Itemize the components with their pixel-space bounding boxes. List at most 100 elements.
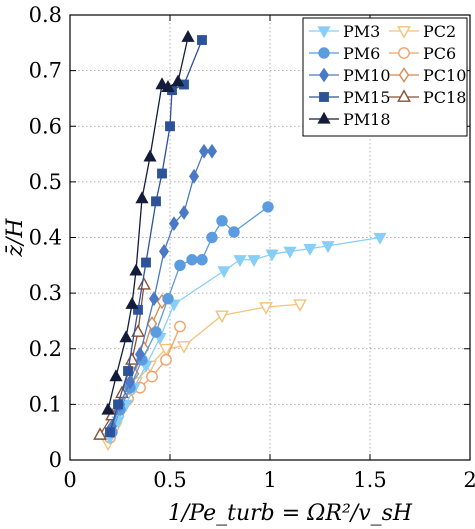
legend-label: PC2	[423, 22, 456, 41]
data-point	[151, 196, 161, 207]
data-point	[105, 427, 115, 438]
data-point	[159, 343, 173, 357]
y-tick-label: 0.2	[29, 337, 62, 361]
legend-marker	[318, 67, 330, 83]
data-point	[233, 255, 247, 268]
x-tick-label: 0	[63, 468, 76, 492]
data-point	[188, 168, 200, 184]
series-line	[111, 206, 269, 433]
data-point	[197, 35, 207, 45]
y-tick-label: 0.1	[29, 392, 62, 416]
data-point	[186, 254, 198, 266]
x-axis-label: 1/Pe_turb = ΩR²/v_sH	[168, 501, 413, 526]
y-tick-label: 0	[49, 448, 62, 472]
data-point	[165, 121, 175, 132]
legend-item-pm6: PM6	[309, 44, 380, 63]
legend-marker	[397, 26, 411, 39]
legend-label: PM10	[343, 66, 391, 85]
legend-label: PC6	[423, 44, 456, 63]
data-point	[158, 244, 170, 259]
data-point	[177, 341, 191, 354]
y-tick-label: 0.8	[29, 3, 62, 27]
legend-item-pc10: PC10	[389, 66, 466, 85]
data-point	[206, 231, 218, 244]
y-axis-label: z̄/H	[3, 218, 28, 258]
data-point	[135, 191, 149, 204]
data-point	[113, 399, 123, 410]
legend-marker	[318, 47, 330, 59]
legend-box	[302, 17, 468, 137]
legend-marker	[398, 47, 410, 59]
data-point	[161, 80, 175, 92]
legend-item-pm15: PM15	[309, 88, 391, 107]
data-point	[124, 374, 136, 390]
data-point	[228, 226, 240, 238]
legend-label: PM3	[343, 22, 380, 41]
x-tick-label: 2	[463, 468, 475, 492]
data-point	[141, 257, 151, 268]
y-tick-label: 0.5	[29, 170, 62, 194]
data-point	[101, 402, 115, 415]
data-point	[129, 263, 143, 276]
data-point	[162, 292, 174, 305]
data-point	[93, 427, 107, 440]
series-pm18	[101, 29, 195, 415]
legend-item-pc18: PC18	[389, 88, 466, 107]
y-tick-label: 0.4	[29, 226, 62, 250]
legend-marker	[317, 26, 331, 39]
x-tick-label: 0.5	[153, 468, 186, 492]
series-pm15	[105, 35, 207, 438]
legend-item-pm10: PM10	[309, 66, 391, 85]
legend-item-pm18: PM18	[309, 110, 391, 129]
data-point	[157, 168, 167, 179]
data-point	[134, 346, 146, 362]
y-tick-label: 0.3	[29, 281, 62, 305]
legend: PM3 PM6 PM10 PM15 PM18 PC2 PC6 PC10 PC18	[302, 17, 468, 137]
data-point	[119, 330, 133, 343]
data-point	[303, 243, 317, 256]
data-point	[196, 254, 208, 266]
legend-label: PM6	[343, 44, 380, 63]
data-point	[262, 201, 274, 213]
data-point	[125, 296, 139, 309]
data-point	[178, 205, 190, 220]
data-point	[133, 304, 143, 315]
data-point	[198, 143, 210, 159]
data-point	[321, 241, 335, 254]
legend-marker	[398, 67, 410, 83]
data-point	[247, 255, 261, 268]
legend-label: PM15	[343, 88, 391, 107]
legend-marker	[397, 89, 411, 102]
legend-marker	[319, 92, 329, 102]
data-point	[168, 216, 180, 231]
data-point	[143, 149, 157, 162]
data-point	[283, 246, 297, 259]
data-point	[174, 320, 186, 333]
legend-item-pm3: PM3	[309, 22, 380, 41]
data-point	[259, 302, 273, 315]
data-point	[146, 370, 158, 383]
data-point	[265, 249, 279, 262]
data-point	[215, 310, 229, 324]
data-point	[123, 366, 133, 376]
x-tick-label: 1.5	[353, 468, 386, 492]
legend-label: PC18	[423, 88, 466, 107]
series-line	[109, 236, 381, 439]
legend-label: PM18	[343, 110, 391, 129]
data-point	[293, 299, 307, 312]
data-point	[171, 74, 185, 87]
data-point	[148, 291, 160, 307]
data-point	[174, 259, 186, 272]
legend-item-pc6: PC6	[389, 44, 456, 63]
legend-item-pc2: PC2	[389, 22, 456, 41]
data-point	[137, 277, 151, 290]
data-point	[109, 369, 123, 382]
data-point	[373, 232, 387, 245]
x-tick-label: 1	[263, 468, 276, 492]
legend-marker	[317, 111, 331, 124]
data-point	[217, 266, 231, 279]
y-tick-label: 0.6	[29, 114, 62, 138]
data-point	[160, 353, 172, 366]
